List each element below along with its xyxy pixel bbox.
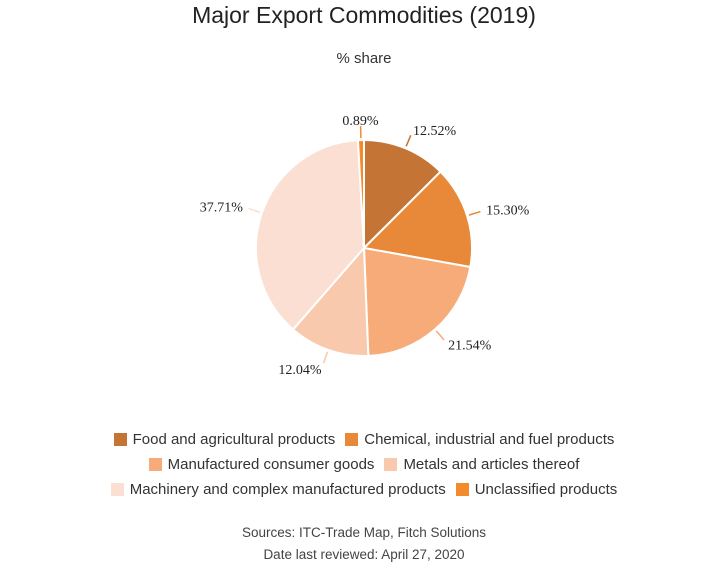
legend-swatch bbox=[113, 433, 127, 446]
legend-row: Manufactured consumer goods Metals and a… bbox=[0, 452, 728, 477]
slice-manufactured[interactable] bbox=[362, 246, 472, 357]
legend-label: Food and agricultural products bbox=[132, 431, 336, 448]
legend-label: Machinery and complex manufactured produ… bbox=[129, 481, 446, 498]
pie-chart: 12.52% 15.30% 21.54% 12.04% 37.71% 0.89% bbox=[200, 114, 530, 378]
label-connector bbox=[248, 207, 261, 214]
chart-footer: Sources: ITC-Trade Map, Fitch Solutions … bbox=[0, 522, 728, 566]
legend-swatch bbox=[148, 458, 162, 471]
slice-chemical[interactable] bbox=[361, 170, 473, 269]
label-metals: 12.04% bbox=[278, 363, 322, 378]
legend-swatch bbox=[455, 483, 469, 496]
label-food: 12.52% bbox=[413, 124, 457, 139]
legend-item-manufactured[interactable]: Manufactured consumer goods bbox=[148, 456, 375, 473]
legend-item-food[interactable]: Food and agricultural products bbox=[113, 431, 336, 448]
legend: Food and agricultural products Chemical,… bbox=[0, 427, 728, 502]
label-unclassified: 0.89% bbox=[342, 114, 379, 129]
label-machinery: 37.71% bbox=[200, 201, 244, 216]
label-connector bbox=[322, 351, 329, 364]
legend-item-unclassified[interactable]: Unclassified products bbox=[455, 481, 618, 498]
legend-label: Manufactured consumer goods bbox=[167, 456, 375, 473]
label-connector bbox=[468, 210, 481, 216]
legend-label: Unclassified products bbox=[474, 481, 618, 498]
label-manufactured: 21.54% bbox=[448, 338, 492, 353]
legend-row: Food and agricultural products Chemical,… bbox=[0, 427, 728, 452]
chart-subtitle: % share bbox=[336, 50, 392, 67]
label-connector bbox=[405, 135, 412, 147]
legend-swatch bbox=[345, 433, 359, 446]
date-reviewed-text: Date last reviewed: April 27, 2020 bbox=[263, 547, 465, 562]
label-connector bbox=[435, 330, 445, 341]
slice-machinery[interactable] bbox=[255, 139, 366, 331]
slice-metals[interactable] bbox=[291, 245, 370, 357]
legend-swatch bbox=[110, 483, 124, 496]
legend-item-chemical[interactable]: Chemical, industrial and fuel products bbox=[345, 431, 614, 448]
slice-food[interactable] bbox=[363, 138, 442, 251]
chart-title: Major Export Commodities (2019) bbox=[192, 2, 536, 28]
label-chemical: 15.30% bbox=[486, 204, 529, 219]
legend-label: Chemical, industrial and fuel products bbox=[364, 431, 615, 448]
legend-item-machinery[interactable]: Machinery and complex manufactured produ… bbox=[110, 481, 446, 498]
sources-text: Sources: ITC-Trade Map, Fitch Solutions bbox=[241, 525, 487, 540]
legend-item-metals[interactable]: Metals and articles thereof bbox=[384, 456, 579, 473]
slice-unclassified[interactable] bbox=[356, 138, 365, 249]
legend-swatch bbox=[384, 458, 398, 471]
legend-row: Machinery and complex manufactured produ… bbox=[0, 477, 728, 502]
legend-label: Metals and articles thereof bbox=[403, 456, 580, 473]
